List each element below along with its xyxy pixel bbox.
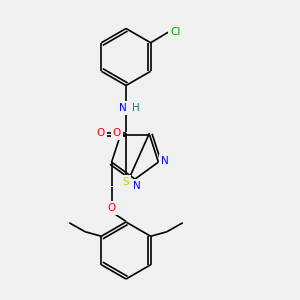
Text: O: O — [96, 128, 105, 138]
Text: O: O — [113, 128, 121, 138]
Text: H: H — [132, 103, 140, 113]
Text: N: N — [161, 156, 169, 166]
Text: Cl: Cl — [170, 27, 181, 37]
Text: S: S — [123, 177, 129, 187]
Text: O: O — [107, 203, 116, 213]
Text: N: N — [133, 181, 140, 191]
Text: N: N — [119, 103, 127, 113]
